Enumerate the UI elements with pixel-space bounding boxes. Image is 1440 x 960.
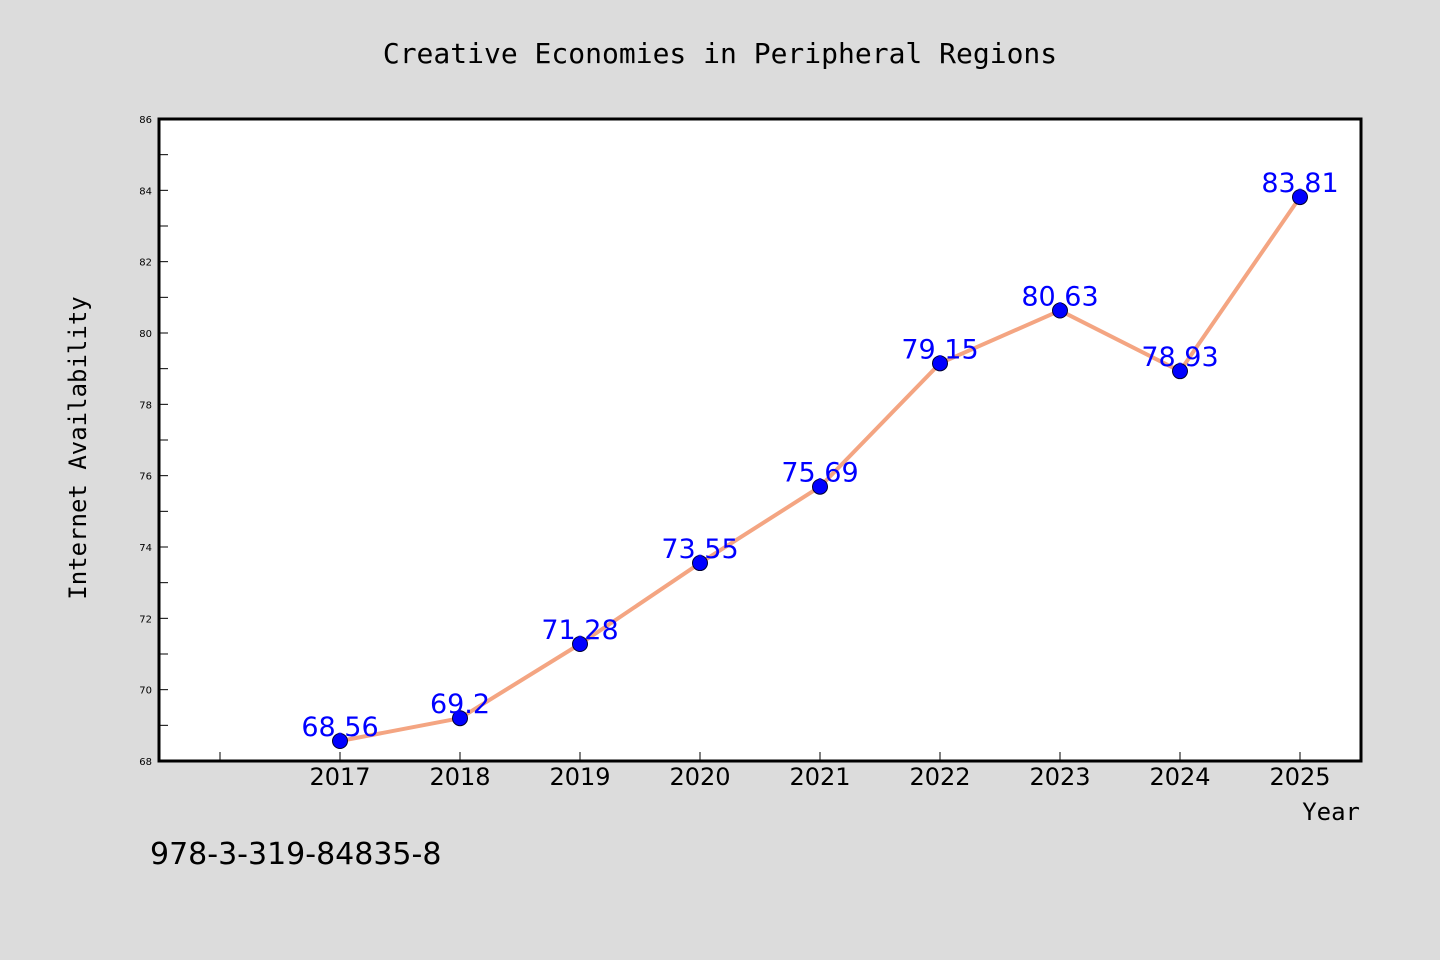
y-tick-label: 68 [139,757,152,768]
isbn-text: 978-3-319-84835-8 [150,837,441,872]
y-tick-label: 84 [139,186,152,197]
x-tick-label: 2024 [1149,763,1210,791]
y-tick-label: 74 [139,543,152,554]
data-point [692,555,708,572]
data-point [1292,189,1308,206]
y-tick-label: 86 [139,115,152,126]
x-tick-label: 2020 [669,763,730,791]
data-label: 69.2 [430,689,490,720]
data-point [1052,302,1068,319]
plot-area [159,119,1361,761]
plot-frame [157,117,1363,763]
x-tick-label: 2021 [789,763,850,791]
data-label: 80.63 [1021,282,1098,313]
y-tick-label: 82 [139,258,152,269]
x-axis: 2017 2018 2019 2020 2021 2022 2023 2024 2025 [219,752,1331,791]
data-label: 75.69 [781,458,858,489]
data-point [572,636,588,653]
x-tick-label: 2018 [429,763,490,791]
data-point [332,733,348,750]
data-label: 78.93 [1141,342,1218,373]
data-point [932,355,948,372]
x-axis-label: Year [1302,798,1360,826]
data-label: 71.28 [541,615,618,646]
x-tick-label: 2017 [309,763,370,791]
y-tick-label: 70 [139,686,152,697]
y-tick-label: 80 [139,329,152,340]
data-label: 73.55 [661,534,738,565]
data-label: 83.81 [1261,168,1338,199]
data-label: 79.15 [901,334,978,365]
y-tick-label: 76 [139,472,152,483]
data-point [812,478,828,495]
data-label: 68.56 [301,712,378,743]
data-point [452,710,468,727]
y-tick-label: 78 [139,400,152,411]
x-tick-label: 2025 [1269,763,1330,791]
y-axis-label: Internet Availability [64,296,92,599]
data-point [1172,363,1188,380]
series-internet-availability: 68.56 69.2 71.28 73.55 75.69 79.15 80.63 78.93 8… [301,168,1339,750]
x-tick-label: 2023 [1029,763,1090,791]
y-tick-label: 72 [139,614,152,625]
x-tick-label: 2019 [549,763,610,791]
x-tick-label: 2022 [909,763,970,791]
chart-title: Creative Economies in Peripheral Regions [383,37,1057,70]
